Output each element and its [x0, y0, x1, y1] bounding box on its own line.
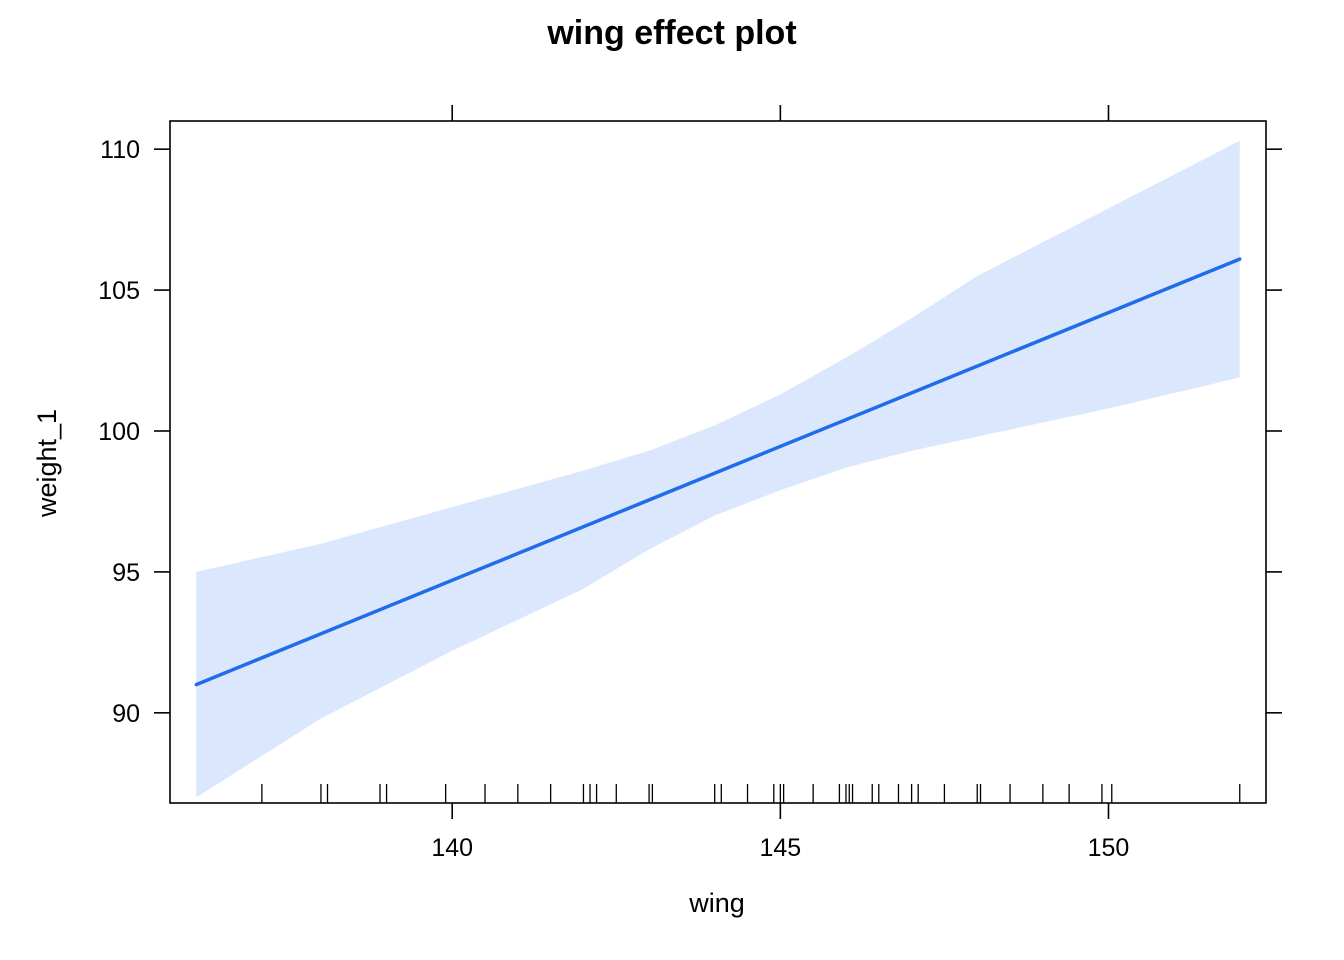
y-tick-label-90: 90	[112, 700, 140, 728]
x-tick-label-150: 150	[1088, 834, 1130, 862]
y-tick-label-110: 110	[100, 136, 140, 164]
plot-area: 140 145 150 90 95 100 105 110	[98, 105, 1282, 862]
x-axis-label: wing	[688, 888, 745, 918]
y-axis-label: weight_1	[32, 409, 62, 518]
fit-line-0	[194, 257, 1242, 687]
chart-title: wing effect plot	[546, 14, 796, 52]
confidence-band	[196, 140, 1240, 798]
y-tick-label-105: 105	[98, 277, 140, 305]
x-tick-label-140: 140	[431, 834, 473, 862]
x-tick-label-145: 145	[759, 834, 801, 862]
y-tick-label-100: 100	[98, 418, 140, 446]
y-tick-label-95: 95	[112, 559, 140, 587]
plot-frame	[169, 120, 1267, 804]
